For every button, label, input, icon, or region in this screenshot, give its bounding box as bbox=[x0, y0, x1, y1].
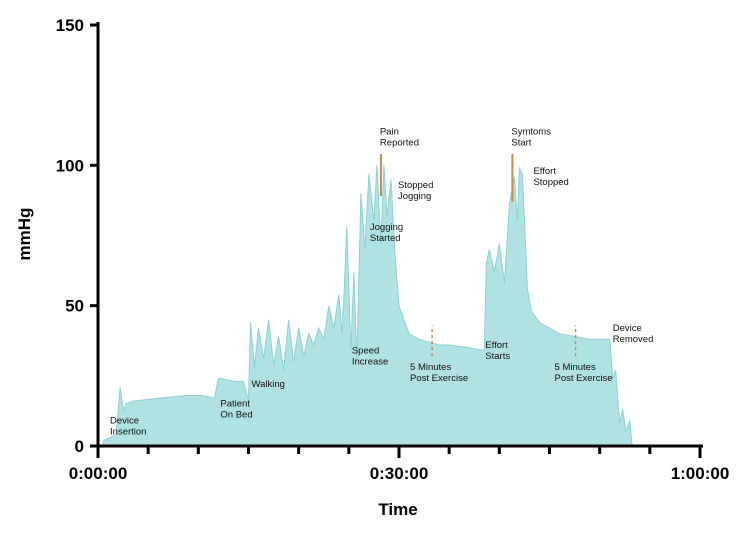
annotation-7: 5 Minutes Post Exercise bbox=[410, 362, 468, 384]
y-tick-label-100: 100 bbox=[56, 156, 84, 175]
annotation-0: Device Insertion bbox=[110, 416, 146, 438]
annotation-1: Patient On Bed bbox=[220, 399, 252, 421]
y-tick-label-0: 0 bbox=[75, 437, 84, 456]
annotation-10: Effort Stopped bbox=[533, 166, 568, 188]
annotation-11: 5 Minutes Post Exercise bbox=[555, 362, 613, 384]
area-layer bbox=[101, 165, 635, 447]
x-tick-label-0: 0:00:00 bbox=[69, 464, 128, 483]
annotation-6: Stopped Jogging bbox=[398, 180, 433, 202]
annotation-8: Effort Starts bbox=[485, 340, 510, 362]
y-tick-label-150: 150 bbox=[56, 16, 84, 35]
x-tick-label-30: 0:30:00 bbox=[370, 464, 429, 483]
series-area-0 bbox=[101, 165, 635, 447]
x-axis-title: Time bbox=[378, 500, 417, 519]
annotation-3: Speed Increase bbox=[352, 345, 388, 367]
x-tick-label-60: 1:00:00 bbox=[671, 464, 730, 483]
annotation-9: Symtoms Start bbox=[511, 126, 551, 148]
tick-layer: 0 50 100 150 0:00:00 0:30:00 1:00:00 bbox=[56, 16, 730, 483]
y-tick-label-50: 50 bbox=[65, 297, 84, 316]
annotation-12: Device Removed bbox=[613, 323, 654, 345]
annotation-4: Jogging Started bbox=[370, 222, 403, 244]
marker-layer bbox=[379, 154, 577, 357]
annotation-5: Pain Reported bbox=[380, 126, 419, 148]
y-axis-title: mmHg bbox=[15, 208, 34, 261]
annotation-2: Walking bbox=[252, 379, 285, 390]
